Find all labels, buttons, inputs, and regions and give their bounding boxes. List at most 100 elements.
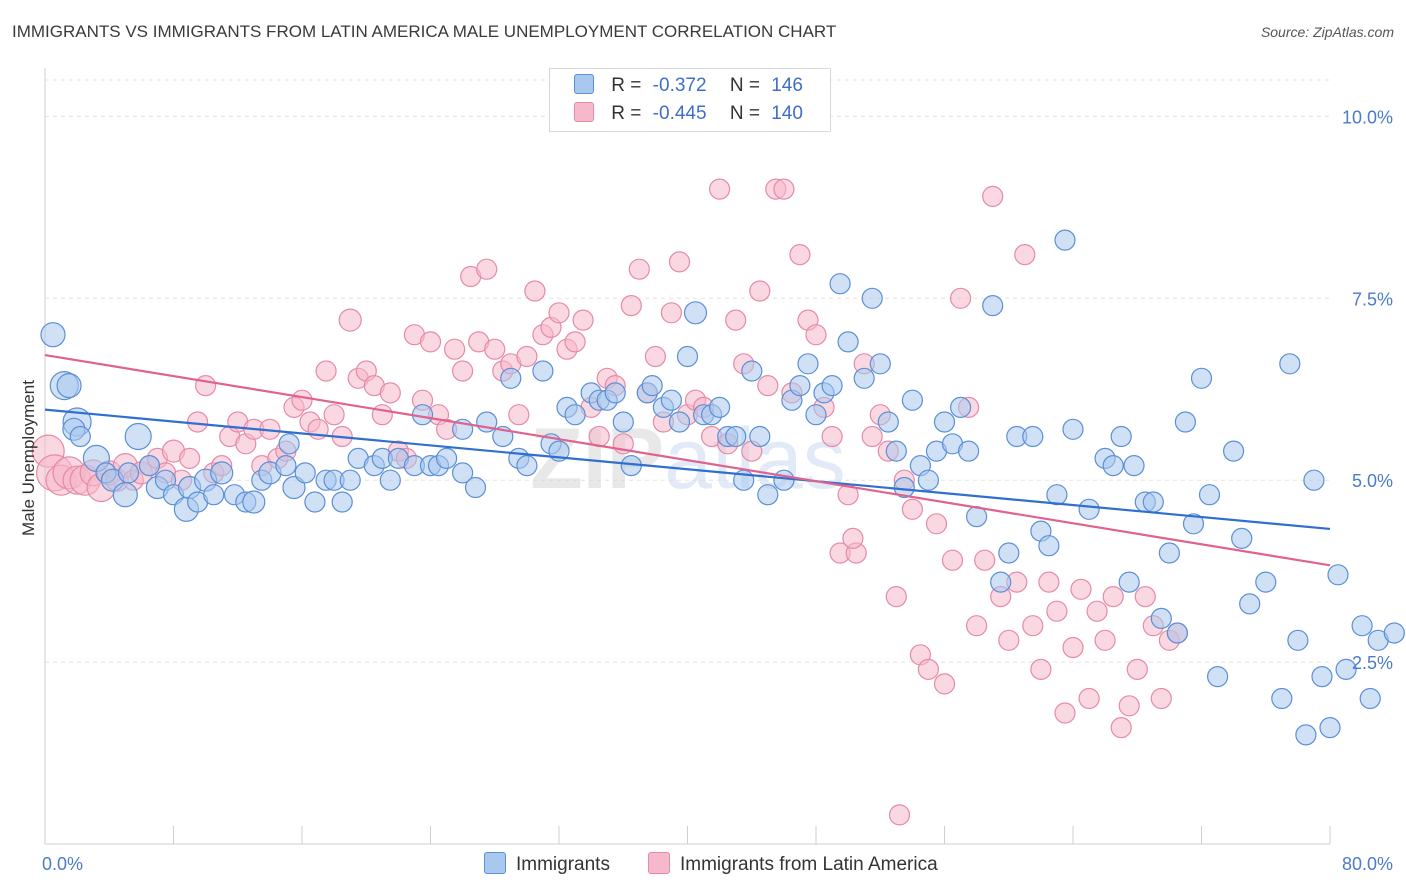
data-point — [668, 411, 691, 433]
y-tick-labels: 2.5% 5.0% 7.5% 10.0% — [1342, 107, 1393, 673]
data-point — [917, 658, 940, 681]
data-point — [901, 389, 924, 411]
data-point — [1094, 629, 1116, 651]
data-point — [1062, 636, 1084, 659]
source-label: Source: ZipAtlas.com — [1260, 24, 1394, 40]
bottom-legend-immigrants: Immigrants — [484, 852, 610, 878]
data-point — [338, 308, 362, 332]
data-point — [1198, 484, 1221, 506]
data-point — [789, 375, 811, 397]
data-point — [1158, 542, 1181, 564]
data-point — [982, 295, 1004, 317]
data-point — [749, 425, 771, 448]
data-point — [516, 455, 538, 477]
data-point — [888, 804, 911, 826]
data-point — [861, 425, 883, 448]
data-point — [464, 476, 487, 499]
legend-row-immigrants: R = -0.372 N = 146 — [574, 73, 803, 99]
gridlines — [45, 79, 1330, 663]
trend-line-latin-america — [44, 353, 1331, 567]
data-point — [1054, 229, 1076, 251]
data-point — [516, 345, 538, 368]
trend-line-immigrants — [44, 408, 1331, 531]
data-point — [379, 469, 401, 491]
data-point — [124, 422, 152, 451]
data-point — [1062, 418, 1084, 440]
data-point — [708, 396, 731, 418]
data-point — [1110, 716, 1132, 739]
data-point — [773, 469, 795, 491]
legend-r-value: -0.372 — [652, 75, 707, 96]
data-point — [917, 469, 940, 491]
data-point — [484, 338, 506, 360]
data-point — [1102, 585, 1124, 608]
data-point — [773, 178, 795, 200]
data-point — [829, 273, 851, 295]
y-tick-label: 10.0% — [1342, 107, 1393, 127]
data-point — [1319, 716, 1341, 739]
data-point — [419, 331, 442, 353]
data-point — [179, 447, 201, 469]
data-point — [668, 251, 691, 273]
data-point — [1222, 440, 1245, 462]
data-point — [974, 549, 996, 571]
data-point — [304, 491, 326, 513]
data-point — [1351, 615, 1373, 637]
data-point — [40, 322, 66, 348]
legend-row-latin-america: R = -0.445 N = 140 — [574, 101, 803, 127]
data-point — [1102, 455, 1124, 477]
data-point — [331, 491, 353, 513]
data-point — [1287, 629, 1309, 651]
data-point — [323, 404, 345, 426]
data-point — [725, 425, 747, 448]
data-point — [853, 367, 875, 389]
data-point — [532, 360, 554, 382]
data-point — [925, 513, 948, 535]
legend-n-value: 146 — [771, 75, 803, 96]
bottom-legend: Immigrants Immigrants from Latin America — [0, 852, 1406, 878]
data-point — [564, 331, 586, 353]
watermark-zip: ZIP — [530, 411, 664, 507]
data-point — [821, 425, 843, 448]
data-point — [708, 178, 731, 200]
data-point — [1303, 469, 1325, 491]
x-tick-label: 80.0% — [1342, 854, 1393, 874]
data-point — [1327, 564, 1349, 586]
data-point — [949, 287, 972, 309]
data-point — [604, 382, 626, 404]
data-point — [275, 455, 297, 477]
data-point — [1110, 425, 1132, 448]
data-point — [1335, 658, 1357, 681]
data-point — [821, 375, 843, 397]
data-point — [957, 440, 980, 462]
data-point — [1166, 622, 1189, 644]
legend-n-label: N = — [729, 75, 760, 96]
bottom-legend-label: Immigrants from Latin America — [680, 854, 938, 875]
data-point — [965, 615, 988, 637]
data-point — [452, 462, 474, 484]
data-point — [933, 673, 956, 695]
data-point — [379, 382, 401, 404]
data-point — [877, 411, 899, 433]
y-tick-label: 5.0% — [1352, 471, 1393, 491]
data-point — [339, 469, 361, 491]
chart-title: IMMIGRANTS VS IMMIGRANTS FROM LATIN AMER… — [12, 22, 837, 41]
data-point — [1118, 695, 1140, 717]
data-point — [69, 425, 91, 448]
data-point — [524, 280, 546, 302]
data-point — [195, 375, 217, 397]
data-point — [548, 302, 570, 324]
data-point — [1014, 244, 1036, 266]
data-point — [990, 571, 1012, 593]
data-point — [837, 331, 859, 353]
data-point — [187, 411, 209, 433]
data-point — [1150, 607, 1172, 630]
data-point — [564, 404, 586, 426]
legend-swatch-pink — [574, 102, 594, 122]
legend-box: R = -0.372 N = 146 R = -0.445 N = 140 — [549, 68, 831, 132]
data-point — [436, 447, 458, 469]
data-point — [371, 404, 393, 426]
data-point — [572, 309, 594, 331]
data-point — [1311, 665, 1333, 688]
